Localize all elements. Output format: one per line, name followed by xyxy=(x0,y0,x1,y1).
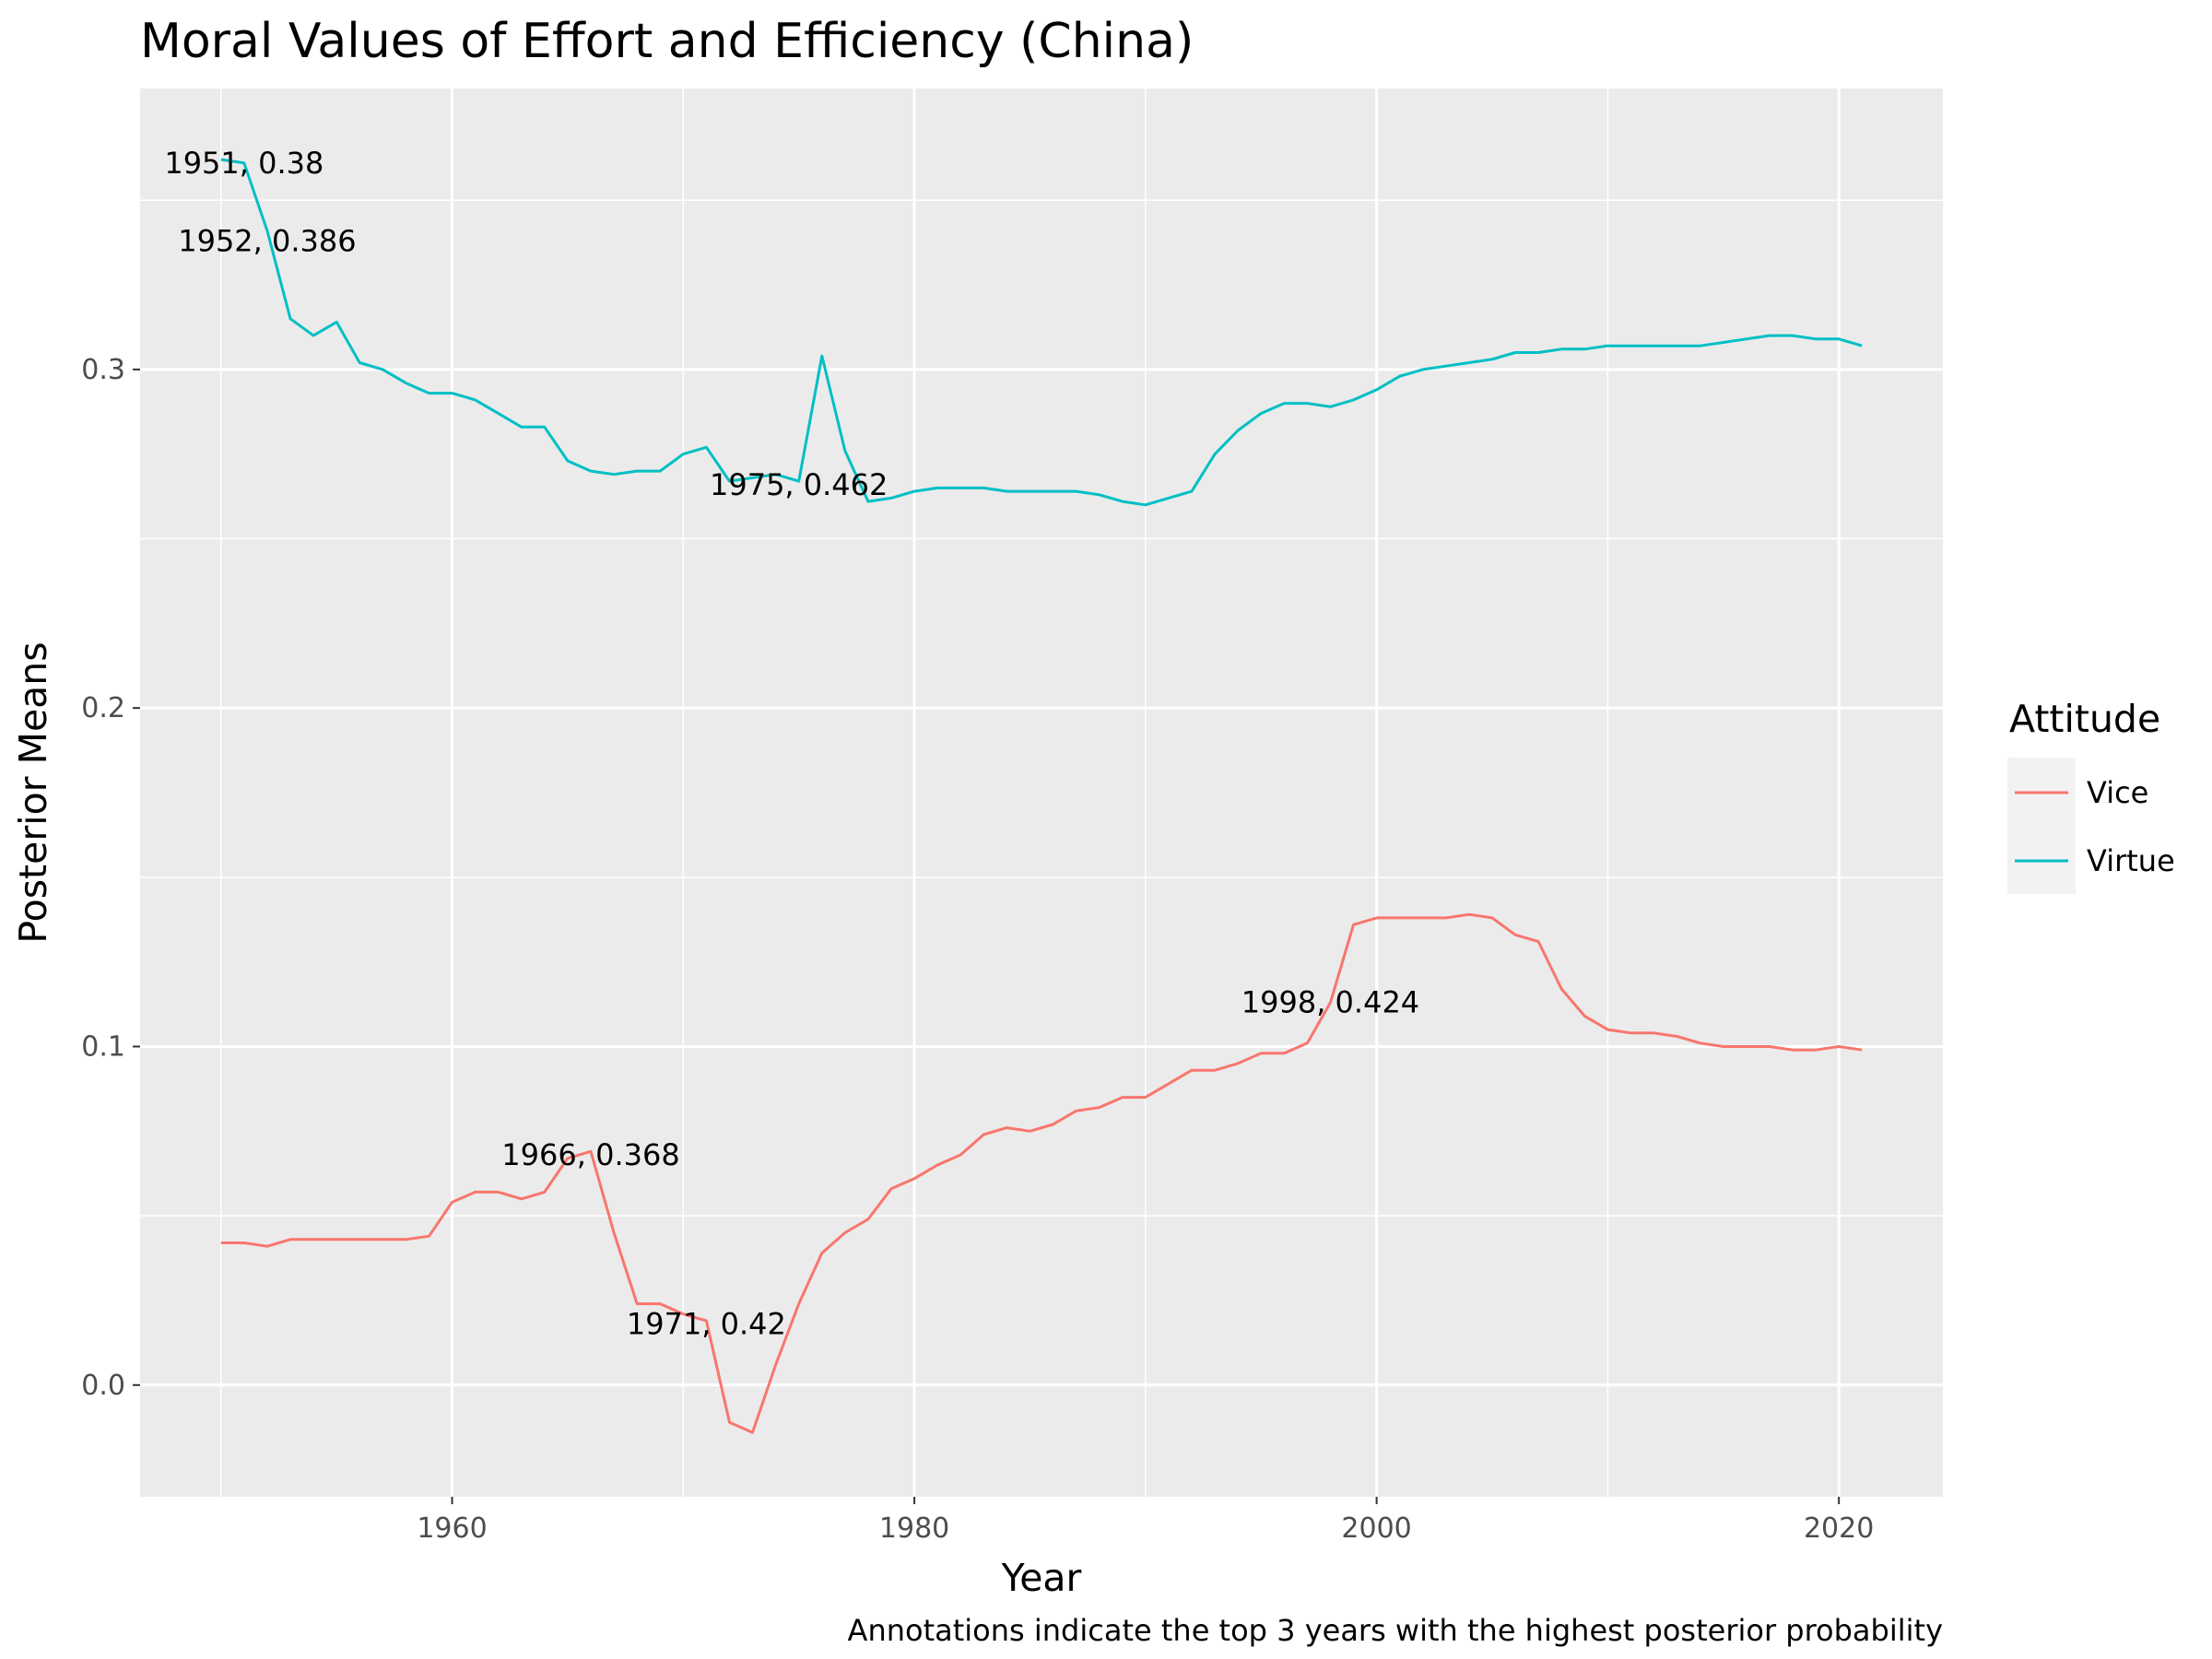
x-tick-label: 2000 xyxy=(1341,1512,1411,1545)
series-line-vice xyxy=(220,912,1863,1434)
legend-items: Vice Virtue xyxy=(2015,775,2175,878)
chart-title: Moral Values of Effort and Efficiency (C… xyxy=(140,14,1194,69)
x-axis: 1960 1980 2000 2020 xyxy=(417,1497,1874,1545)
x-tick-label: 1980 xyxy=(879,1512,949,1545)
major-gridlines xyxy=(140,88,1943,1497)
y-tick-label: 0.3 xyxy=(81,354,125,386)
annotations: 1951, 0.38 1952, 0.386 1975, 0.462 1966, 0.… xyxy=(164,146,1419,1342)
annotation-label: 1952, 0.386 xyxy=(178,223,356,258)
legend-title: Attitude xyxy=(2009,697,2160,741)
series-lines xyxy=(220,158,1863,1434)
series-line-virtue xyxy=(220,158,1863,507)
legend: Attitude Vice Virtue xyxy=(2007,697,2175,894)
y-tick-label: 0.1 xyxy=(81,1030,125,1063)
x-tick-label: 1960 xyxy=(417,1512,487,1545)
chart-caption: Annotations indicate the top 3 years wit… xyxy=(848,1613,1943,1648)
annotation-label: 1966, 0.368 xyxy=(501,1137,679,1172)
annotation-label: 1971, 0.42 xyxy=(627,1307,786,1342)
y-tick-label: 0.0 xyxy=(81,1370,125,1402)
annotation-label: 1998, 0.424 xyxy=(1241,985,1419,1020)
plot-panel xyxy=(140,88,1943,1497)
x-tick-label: 2020 xyxy=(1804,1512,1874,1545)
annotation-label: 1951, 0.38 xyxy=(164,146,324,181)
annotation-label: 1975, 0.462 xyxy=(710,467,888,502)
y-axis-title: Posterior Means xyxy=(11,641,55,943)
legend-label-vice: Vice xyxy=(2087,775,2148,810)
y-axis: 0.0 0.1 0.2 0.3 xyxy=(81,354,140,1402)
y-tick-label: 0.2 xyxy=(81,692,125,724)
minor-gridlines xyxy=(140,88,1943,1497)
legend-key-background xyxy=(2007,758,2076,894)
x-axis-title: Year xyxy=(1001,1556,1082,1600)
legend-label-virtue: Virtue xyxy=(2087,843,2175,878)
